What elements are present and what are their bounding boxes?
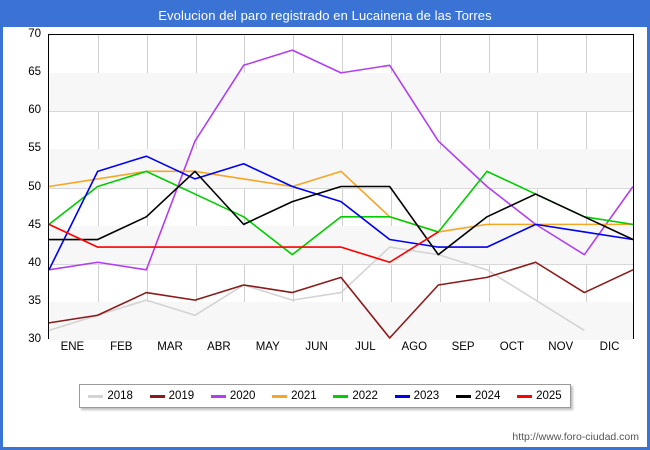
x-axis-tick-label: NOV [548,341,574,353]
legend: 2018 2019 2020 2021 2022 2023 2024 2025 [79,384,571,408]
series-line-2023 [48,155,634,271]
legend-swatch-icon [455,394,471,398]
y-axis-tick-label: 55 [28,142,41,155]
legend-swatch-icon [272,394,288,398]
legend-label: 2021 [291,390,317,402]
gridline-horizontal [49,111,633,113]
plot-band [49,301,633,340]
y-axis-tick-label: 35 [28,294,41,307]
y-axis-tick-label: 40 [28,256,41,269]
series-line-2018 [48,246,585,332]
legend-label: 2020 [229,390,256,402]
y-axis-tick-label: 65 [28,66,41,79]
legend-item-2022[interactable]: 2022 [333,390,378,402]
series-line-2019 [48,261,634,339]
y-axis-tick-label: 30 [28,333,41,345]
y-axis: 30 35 40 45 50 55 60 65 70 [3,28,45,345]
plot-area [48,34,634,340]
x-axis-tick-label: MAY [255,341,280,353]
y-axis-tick-label: 60 [28,104,41,117]
legend-item-2021[interactable]: 2021 [272,390,317,402]
legend-swatch-icon [149,394,165,398]
legend-label: 2024 [474,390,501,402]
y-axis-tick-label: 70 [28,28,41,40]
legend-swatch-icon [210,394,226,398]
legend-label: 2019 [168,390,195,402]
y-axis-tick-label: 45 [28,218,41,231]
legend-swatch-icon [88,394,104,398]
plot-band [49,73,633,112]
gridline-horizontal [49,263,633,265]
x-axis-tick-label: DIC [599,341,620,353]
legend-item-2023[interactable]: 2023 [394,390,440,402]
source-url: http://www.foro-ciudad.com [512,431,639,443]
legend-label: 2025 [536,390,562,402]
plot-wrapper [48,34,634,340]
x-axis-tick-label: JUN [305,341,328,353]
legend-swatch-icon [394,394,410,398]
x-axis-tick-label: JUL [355,341,376,353]
x-axis-tick-label: MAR [157,341,183,353]
page-title: Evolucion del paro registrado en Lucaine… [158,7,492,23]
series-lines [48,49,634,339]
legend-label: 2022 [352,390,378,402]
gridline-horizontal [49,187,633,189]
legend-item-2020[interactable]: 2020 [210,390,256,402]
y-axis-tick-label: 50 [28,180,41,193]
x-axis-tick-label: OCT [499,341,525,353]
x-axis-tick-label: ENE [60,341,85,353]
x-axis-tick-label: AGO [401,341,428,353]
legend-item-2024[interactable]: 2024 [455,390,501,402]
series-line-2024 [49,170,634,256]
x-axis-tick-label: ABR [207,341,231,353]
legend-item-2018[interactable]: 2018 [88,390,133,402]
legend-swatch-icon [517,394,533,398]
x-axis-tick-label: SEP [451,341,475,353]
legend-label: 2023 [413,390,440,402]
series-line-2022 [48,170,634,256]
legend-item-2025[interactable]: 2025 [517,390,562,402]
legend-label: 2018 [107,390,133,402]
legend-swatch-icon [333,394,349,398]
plot-band [49,225,633,264]
x-axis: ENE FEB MAR ABR MAY JUN JUL AGO SEP OCT NOV DIC [48,341,634,359]
title-bar: Evolucion del paro registrado en Lucaine… [3,3,647,27]
series-line-2025 [48,223,439,264]
legend-item-2019[interactable]: 2019 [149,390,195,402]
x-axis-tick-label: FEB [110,341,133,353]
